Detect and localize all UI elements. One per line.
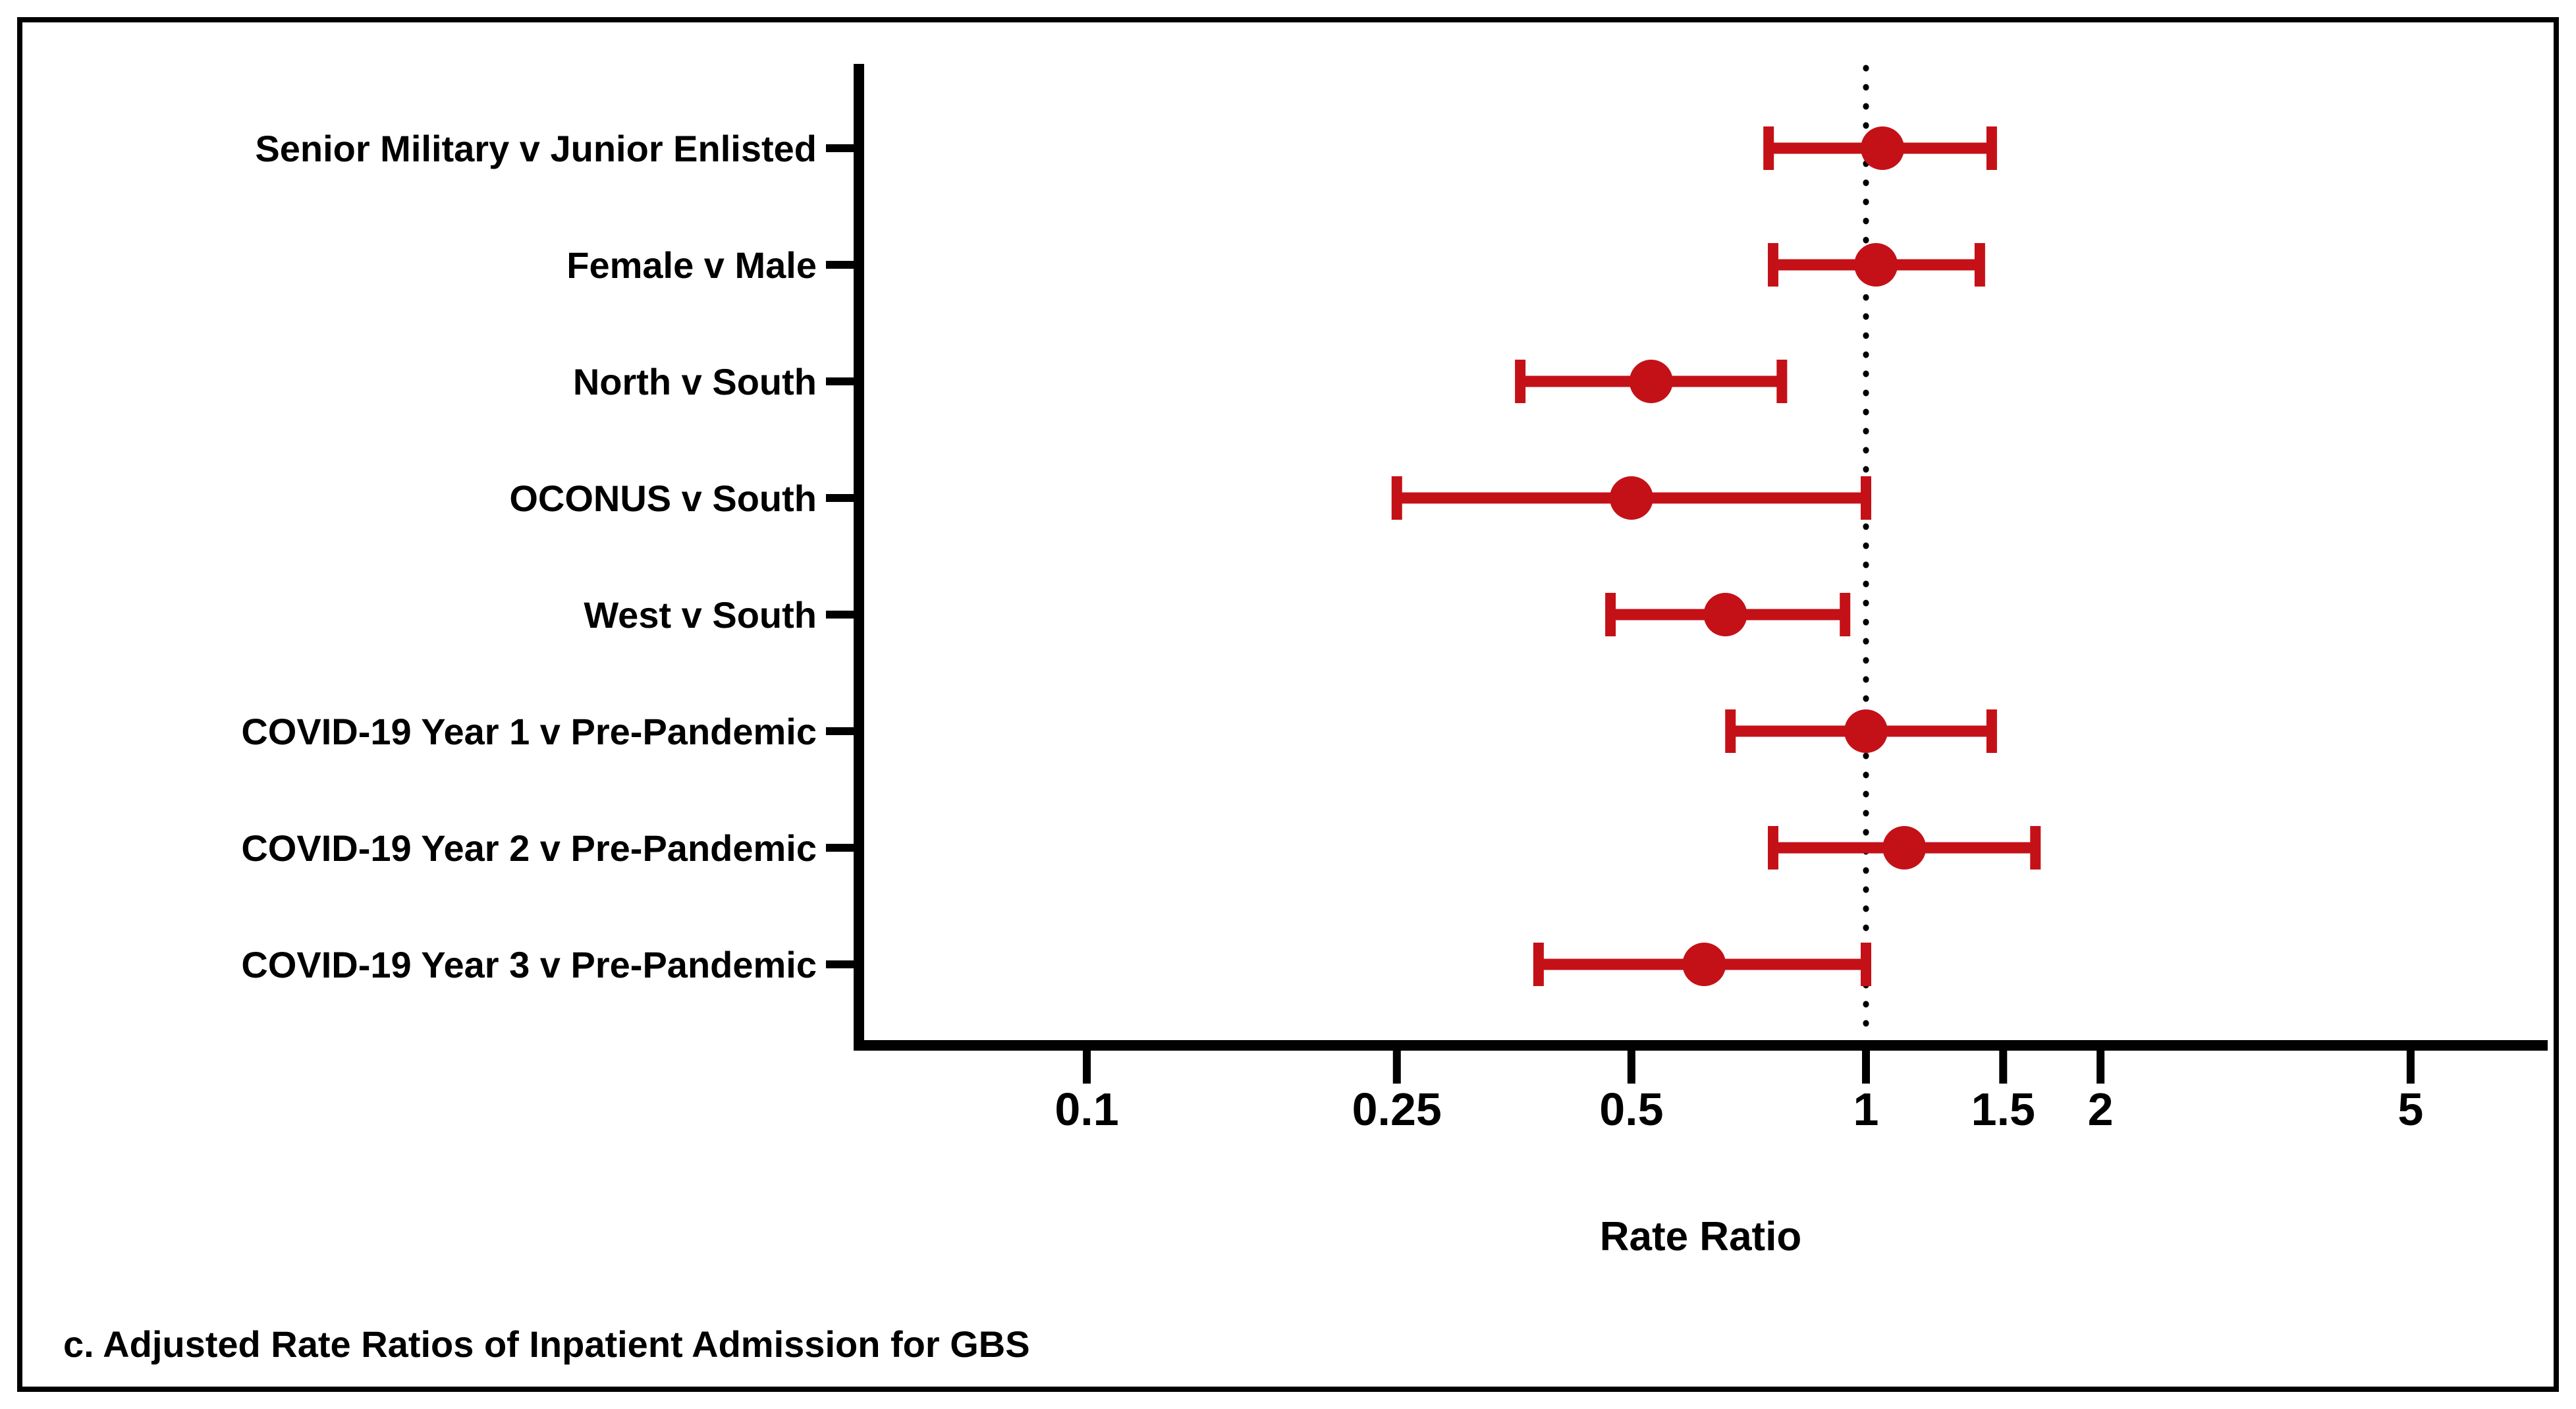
category-label: COVID-19 Year 3 v Pre-Pandemic — [241, 944, 817, 985]
ci-cap-high — [2030, 826, 2041, 870]
category-tick — [826, 727, 854, 735]
ci-cap-low — [1725, 709, 1736, 753]
x-axis-tick — [1999, 1051, 2008, 1084]
figure-border — [17, 17, 2559, 1392]
ci-cap-low — [1768, 243, 1779, 287]
category-tick — [826, 144, 854, 152]
category-label: Female v Male — [566, 244, 817, 286]
ci-cap-high — [1986, 126, 1997, 170]
ci-cap-low — [1515, 360, 1526, 403]
x-tick-label: 2 — [2088, 1084, 2114, 1135]
x-axis-tick — [2406, 1051, 2415, 1084]
point-estimate-marker — [1703, 593, 1747, 636]
ci-cap-low — [1533, 943, 1544, 986]
category-tick — [826, 494, 854, 502]
y-axis-line — [854, 64, 864, 1051]
ci-cap-high — [1840, 593, 1851, 636]
x-axis-tick — [1627, 1051, 1635, 1084]
x-axis-tick — [1392, 1051, 1401, 1084]
point-estimate-marker — [1854, 243, 1898, 287]
point-estimate-marker — [1682, 943, 1726, 986]
point-estimate-marker — [1861, 126, 1905, 170]
x-tick-label: 0.1 — [1055, 1084, 1118, 1135]
x-tick-label: 1.5 — [1971, 1084, 2035, 1135]
category-tick — [826, 611, 854, 619]
x-axis-title: Rate Ratio — [1599, 1214, 1802, 1259]
category-tick — [826, 261, 854, 269]
x-tick-label: 5 — [2398, 1084, 2423, 1135]
ci-cap-high — [1776, 360, 1788, 403]
point-estimate-marker — [1882, 826, 1927, 870]
x-axis-line — [854, 1040, 2548, 1051]
category-tick — [826, 844, 854, 852]
point-estimate-marker — [1609, 476, 1653, 520]
category-tick — [826, 960, 854, 968]
category-label: Senior Military v Junior Enlisted — [255, 128, 817, 169]
point-estimate-marker — [1629, 360, 1673, 403]
category-label: COVID-19 Year 1 v Pre-Pandemic — [241, 711, 817, 752]
x-tick-label: 1 — [1853, 1084, 1879, 1135]
x-axis-tick — [2096, 1051, 2105, 1084]
x-axis-tick — [1083, 1051, 1091, 1084]
x-tick-label: 0.25 — [1352, 1084, 1442, 1135]
ci-cap-low — [1391, 476, 1402, 520]
ci-cap-high — [1974, 243, 1985, 287]
category-label: North v South — [573, 361, 817, 402]
category-tick — [826, 377, 854, 385]
category-label: West v South — [584, 594, 817, 636]
ci-cap-low — [1605, 593, 1616, 636]
category-label: OCONUS v South — [509, 478, 817, 519]
figure-caption: c. Adjusted Rate Ratios of Inpatient Adm… — [63, 1323, 1030, 1365]
ci-cap-high — [1986, 709, 1997, 753]
ci-cap-low — [1763, 126, 1774, 170]
x-tick-label: 0.5 — [1599, 1084, 1663, 1135]
point-estimate-marker — [1844, 709, 1888, 753]
category-label: COVID-19 Year 2 v Pre-Pandemic — [241, 827, 817, 869]
ci-cap-high — [1861, 943, 1871, 986]
ci-cap-low — [1768, 826, 1779, 870]
ci-cap-high — [1861, 476, 1871, 520]
x-axis-tick — [1862, 1051, 1870, 1084]
